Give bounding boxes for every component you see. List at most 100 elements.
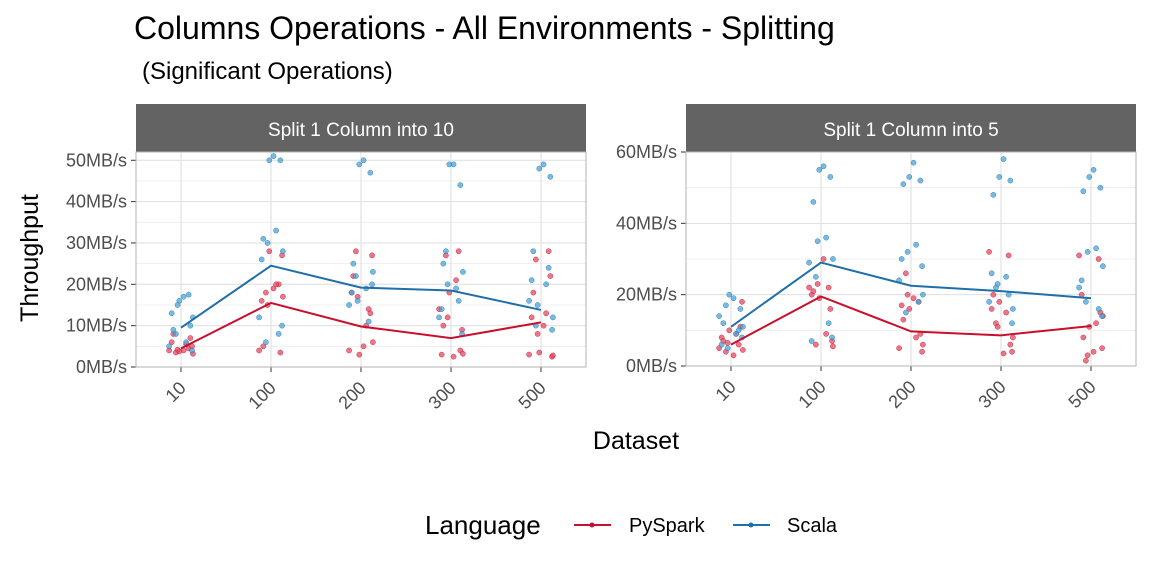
facet-panel-1: Split 1 Column into 10 0MB/s 10MB/s 20MB/s 3… xyxy=(66,104,587,413)
y-tick-label: 60MB/s xyxy=(616,142,677,162)
data-point-scala xyxy=(353,273,359,279)
y-tick-label: 50MB/s xyxy=(66,150,127,170)
data-point-scala xyxy=(1090,166,1097,173)
data-point-pyspark xyxy=(280,293,286,300)
data-point-pyspark xyxy=(270,285,277,292)
data-point-scala xyxy=(830,256,836,262)
data-point-scala xyxy=(913,241,919,248)
y-tick-label: 20MB/s xyxy=(616,285,677,305)
data-point-scala xyxy=(718,341,725,348)
data-point-scala xyxy=(825,320,832,327)
data-point-scala xyxy=(350,260,357,267)
data-point-scala xyxy=(735,327,742,334)
data-point-scala xyxy=(266,157,273,164)
data-point-pyspark xyxy=(825,284,832,291)
data-point-pyspark xyxy=(827,306,834,312)
legend-item-scala: Scala xyxy=(733,515,838,537)
facet-strip-label: Split 1 Column into 5 xyxy=(823,120,998,141)
data-point-scala xyxy=(440,260,447,267)
data-point-scala xyxy=(275,331,282,337)
x-tick-label: 500 xyxy=(1064,377,1099,412)
data-point-pyspark xyxy=(530,289,537,296)
data-point-scala xyxy=(1093,245,1099,252)
data-point-pyspark xyxy=(910,295,917,302)
data-point-pyspark xyxy=(1099,345,1105,352)
data-point-scala xyxy=(455,297,462,304)
data-point-pyspark xyxy=(830,343,836,350)
data-point-scala xyxy=(988,270,995,277)
data-point-scala xyxy=(174,302,181,308)
x-axis-title: Dataset xyxy=(593,427,679,455)
y-tick-label: 0MB/s xyxy=(626,356,677,376)
data-point-scala xyxy=(1095,306,1102,312)
data-point-pyspark xyxy=(814,281,821,287)
data-point-scala xyxy=(1000,156,1007,162)
y-tick-label: 20MB/s xyxy=(66,274,127,294)
legend-label-scala: Scala xyxy=(787,515,838,537)
data-point-pyspark xyxy=(1007,341,1014,348)
data-point-pyspark xyxy=(440,322,447,329)
data-point-scala xyxy=(820,163,827,170)
data-point-scala xyxy=(549,326,555,333)
data-point-scala xyxy=(900,181,907,187)
data-point-scala xyxy=(170,326,177,333)
data-point-pyspark xyxy=(263,289,269,296)
x-tick-label: 200 xyxy=(884,377,919,412)
data-point-pyspark xyxy=(360,343,367,350)
data-point-scala xyxy=(993,284,999,291)
data-point-pyspark xyxy=(367,310,374,317)
data-point-pyspark xyxy=(1084,352,1091,359)
data-point-pyspark xyxy=(1095,256,1102,262)
data-point-scala xyxy=(1076,284,1082,291)
data-point-scala xyxy=(547,173,554,180)
data-point-scala xyxy=(829,334,835,341)
data-point-pyspark xyxy=(1076,252,1082,259)
data-point-scala xyxy=(1084,249,1091,255)
data-point-pyspark xyxy=(174,346,181,353)
series-line-scala xyxy=(730,261,1092,328)
data-point-pyspark xyxy=(739,298,745,305)
data-point-pyspark xyxy=(913,334,919,341)
data-point-scala xyxy=(263,339,269,346)
data-point-scala xyxy=(360,157,367,164)
data-point-scala xyxy=(356,161,363,168)
data-point-scala xyxy=(460,269,466,275)
data-point-pyspark xyxy=(534,331,541,337)
facet-strip-label: Split 1 Column into 10 xyxy=(268,120,454,141)
data-point-scala xyxy=(166,343,172,350)
data-point-scala xyxy=(827,174,834,180)
x-tick-label: 300 xyxy=(424,378,459,413)
data-point-scala xyxy=(920,291,926,298)
x-tick-label: 10 xyxy=(712,377,740,405)
data-point-pyspark xyxy=(813,341,819,348)
data-point-scala xyxy=(996,174,1003,180)
data-point-scala xyxy=(730,295,737,302)
data-point-pyspark xyxy=(256,347,262,354)
facet-panel-2: Split 1 Column into 5 0MB/s 20MB/s 40MB/s 60… xyxy=(616,104,1137,412)
data-point-pyspark xyxy=(1093,320,1099,327)
data-point-pyspark xyxy=(526,351,532,358)
data-point-pyspark xyxy=(369,252,375,259)
data-point-scala xyxy=(910,159,917,166)
data-point-pyspark xyxy=(740,347,746,353)
x-tick-label: 200 xyxy=(334,378,369,413)
data-point-scala xyxy=(270,153,277,159)
data-point-pyspark xyxy=(460,350,466,357)
x-tick-label: 100 xyxy=(244,378,279,413)
data-point-pyspark xyxy=(823,331,829,337)
data-point-scala xyxy=(906,174,913,180)
data-point-scala xyxy=(365,318,372,325)
data-point-pyspark xyxy=(260,343,267,350)
data-point-scala xyxy=(1003,273,1009,280)
data-point-scala xyxy=(370,269,376,275)
data-point-scala xyxy=(806,259,812,266)
data-point-scala xyxy=(457,182,464,188)
data-point-scala xyxy=(904,249,911,255)
data-point-pyspark xyxy=(540,322,547,329)
data-point-pyspark xyxy=(545,248,552,255)
data-point-scala xyxy=(915,298,922,305)
data-point-scala xyxy=(917,177,924,184)
data-point-scala xyxy=(528,277,535,284)
data-point-pyspark xyxy=(266,248,273,255)
